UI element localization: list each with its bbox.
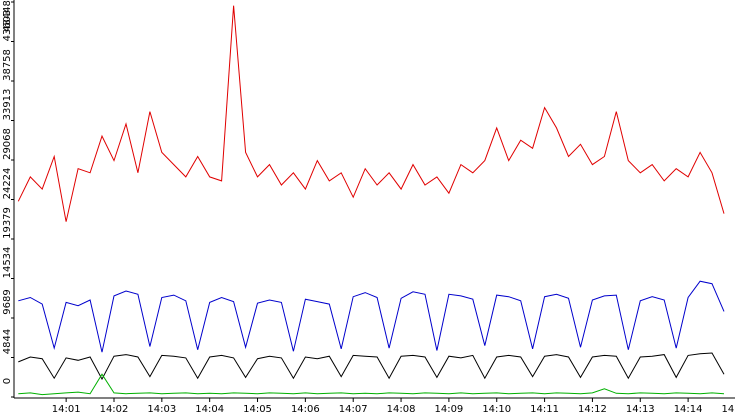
x-tick-label: 14:10 xyxy=(482,404,511,415)
series-line xyxy=(18,352,725,381)
y-tick-label: 14534 xyxy=(2,247,13,279)
x-tick-label: 14:12 xyxy=(578,404,607,415)
x-tick-label: 14:07 xyxy=(339,404,368,415)
series-line xyxy=(18,280,725,353)
series-line xyxy=(18,373,725,396)
y-tick-label: 0 xyxy=(2,378,13,384)
y-tick-label: 9689 xyxy=(2,289,13,314)
y-tick-label: 43603 xyxy=(2,10,13,42)
y-tick-label: 38758 xyxy=(2,49,13,81)
x-tick-label: 14:13 xyxy=(626,404,655,415)
y-tick-label: 48448 xyxy=(2,0,13,32)
x-tick-label: 14:03 xyxy=(147,404,176,415)
series-line xyxy=(17,5,725,222)
y-tick-label: 19379 xyxy=(2,207,13,239)
y-tick-label: 33913 xyxy=(2,89,13,121)
x-tick-label: 14:06 xyxy=(291,404,320,415)
x-tick-label: 14:02 xyxy=(100,404,129,415)
x-tick-label: 14:15 xyxy=(722,404,735,415)
x-tick-label: 14:08 xyxy=(387,404,416,415)
x-tick-label: 14:09 xyxy=(434,404,463,415)
y-tick-label: 4844 xyxy=(2,329,13,354)
x-tick-label: 14:11 xyxy=(530,404,559,415)
y-tick-label: 24224 xyxy=(2,168,13,200)
x-tick-label: 14:01 xyxy=(52,404,81,415)
y-tick-label: 29068 xyxy=(2,128,13,160)
x-tick-label: 14:05 xyxy=(243,404,272,415)
x-tick-label: 14:04 xyxy=(195,404,224,415)
x-tick-label: 14:14 xyxy=(674,404,703,415)
